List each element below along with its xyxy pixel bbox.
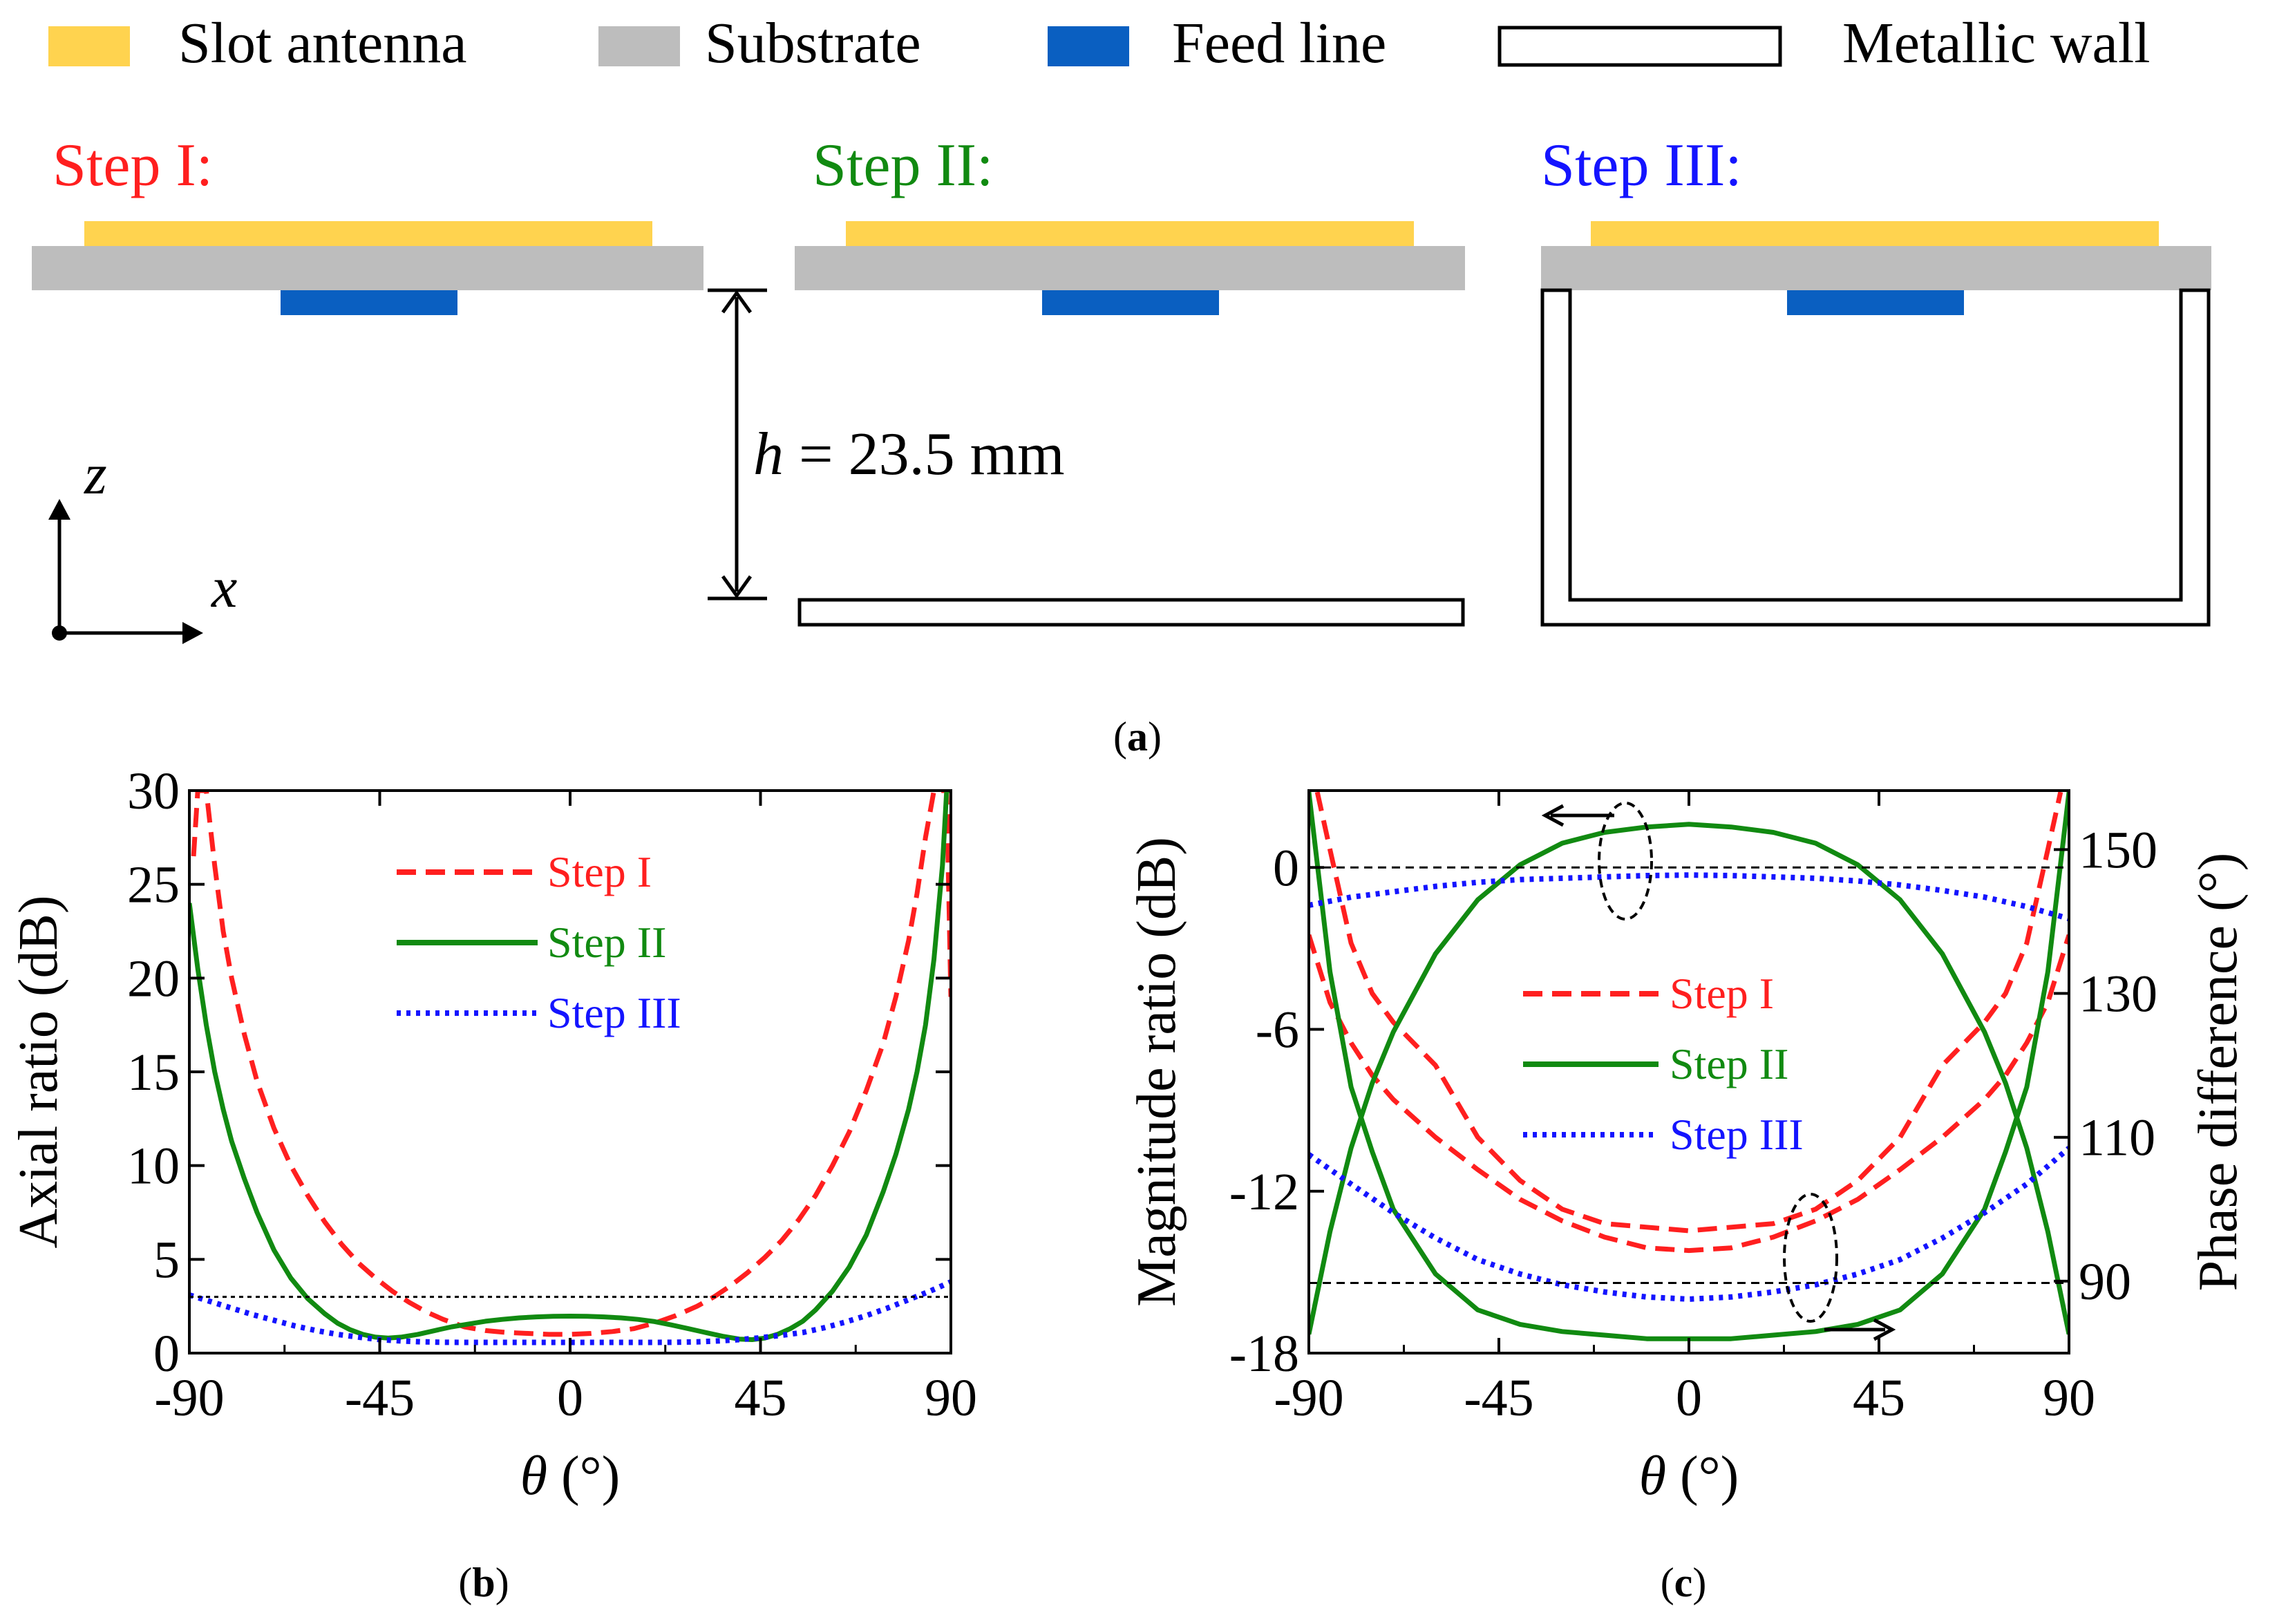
chart-c-series-step-iii-left	[1309, 872, 2069, 922]
chart-c-y-right-tick-label: 150	[2079, 821, 2157, 879]
chart-b-x-tick-label: 45	[735, 1369, 787, 1427]
legend-label-wall: Metallic wall	[1842, 11, 2151, 75]
chart-b-y-tick-label: 30	[127, 762, 180, 820]
step3-feed-line	[1787, 290, 1964, 315]
step2-substrate	[795, 246, 1465, 290]
chart-c-ticks: -90 -45 0 45 90 -18 -12 -6 0 90 110 130 150	[1229, 791, 2157, 1427]
chart-b-series-step-iii	[189, 1279, 951, 1346]
chart-c-series-step-i-right	[1314, 791, 2063, 1234]
chart-c-legend-label-step1: Step I	[1670, 969, 1774, 1018]
chart-b-legend-label-step3: Step III	[547, 988, 681, 1037]
chart-c-legend-label-step3: Step III	[1670, 1110, 1804, 1159]
chart-b-x-tick-label: -45	[345, 1369, 415, 1427]
chart-b-series-step-ii	[189, 791, 951, 1342]
caption-c: (c)	[1661, 1560, 1707, 1605]
chart-c-x-tick-label: 0	[1676, 1369, 1702, 1427]
chart-b-x-tick-label: -90	[154, 1369, 224, 1427]
chart-b-legend-label-step2: Step II	[547, 918, 666, 967]
step3-structure	[1540, 221, 2211, 627]
chart-c-reference-lines	[1309, 866, 2069, 1284]
chart-c-x-tick-label: 45	[1853, 1369, 1905, 1427]
chart-c-y-tick-label: -12	[1229, 1163, 1299, 1221]
chart-b-y-tick-label: 20	[127, 950, 180, 1008]
legend-swatch-feed	[1048, 26, 1129, 66]
caption-b: (b)	[458, 1560, 509, 1605]
chart-b-x-tick-label: 90	[925, 1369, 977, 1427]
chart-c-x-tick-label: -45	[1464, 1369, 1533, 1427]
chart-c-legend-label-step2: Step II	[1670, 1039, 1788, 1088]
step3-metallic-wall	[1540, 288, 2211, 627]
chart-c-y-tick-label: 0	[1273, 839, 1299, 897]
step1-slot-antenna	[84, 221, 652, 247]
right-axis-ellipse-icon	[1783, 1193, 1838, 1323]
step2-ground-plate	[797, 598, 1465, 627]
axis-z-label: z	[84, 442, 107, 507]
chart-c-left-axis-annotation	[1541, 802, 1653, 920]
chart-b-y-tick-label: 15	[127, 1044, 180, 1102]
caption-a: (a)	[1113, 714, 1162, 759]
chart-c-right-axis-annotation	[1783, 1193, 1896, 1341]
chart-c: -90 -45 0 45 90 -18 -12 -6 0 90 110 130 150 Magnitud…	[1126, 789, 2249, 1507]
chart-b: -90 -45 0 45 90 0 5 10 15 20 25 30 Axial ratio (dB)…	[8, 762, 977, 1507]
legend-label-feed: Feed line	[1172, 11, 1386, 75]
chart-b-x-label: θ (°)	[520, 1446, 621, 1507]
chart-b-series-step-i	[191, 791, 951, 1337]
chart-b-y-tick-label: 5	[153, 1231, 180, 1289]
step1-substrate	[32, 246, 703, 290]
chart-c-series-step-ii-left	[1309, 822, 2069, 1335]
legend-swatch-wall	[1497, 26, 1782, 67]
legend-label-slot: Slot antenna	[178, 11, 467, 75]
step1-feed-line	[281, 290, 457, 315]
chart-c-y-right-tick-label: 90	[2079, 1253, 2131, 1311]
left-arrow-icon	[1541, 804, 1565, 827]
chart-c-series-step-i-left	[1309, 934, 2069, 1254]
chart-c-series	[1309, 791, 2069, 1341]
step2-slot-antenna	[846, 221, 1414, 247]
axis-x-label: x	[210, 556, 237, 620]
chart-b-y-tick-label: 25	[127, 856, 180, 914]
legend-label-substrate: Substrate	[705, 11, 921, 75]
chart-b-legend: Step I Step II Step III	[397, 847, 681, 1037]
height-label: h = 23.5 mm	[753, 421, 1065, 488]
step3-title: Step III:	[1541, 132, 1742, 199]
step1-title: Step I:	[53, 132, 213, 199]
chart-c-x-tick-label: 90	[2043, 1369, 2095, 1427]
top-legend: Slot antenna Substrate Feed line Metalli…	[48, 11, 2151, 75]
chart-c-x-tick-label: -90	[1274, 1369, 1343, 1427]
chart-c-legend: Step I Step II Step III	[1523, 969, 1804, 1159]
chart-b-y-tick-label: 10	[127, 1137, 180, 1196]
chart-c-y-right-tick-label: 110	[2079, 1109, 2155, 1167]
chart-c-y-tick-label: -6	[1256, 1001, 1299, 1059]
chart-c-y-label-right: Phase difference (°)	[2188, 853, 2249, 1292]
legend-swatch-slot	[48, 26, 130, 66]
step1-structure	[32, 221, 703, 315]
chart-c-y-right-tick-label: 130	[2079, 965, 2157, 1023]
chart-c-y-tick-label: -18	[1229, 1325, 1299, 1383]
chart-b-x-tick-label: 0	[557, 1369, 583, 1427]
chart-b-y-label: Axial ratio (dB)	[8, 896, 69, 1249]
chart-c-x-label: θ (°)	[1639, 1446, 1739, 1507]
step3-substrate	[1541, 246, 2211, 290]
chart-b-y-tick-label: 0	[153, 1325, 180, 1383]
chart-c-y-label-left: Magnitude ratio (dB)	[1126, 837, 1187, 1307]
legend-swatch-substrate	[598, 26, 680, 66]
chart-b-series	[189, 791, 951, 1346]
chart-c-series-step-iii-right	[1309, 1146, 2069, 1302]
right-arrow-icon	[1873, 1318, 1896, 1341]
left-axis-ellipse-icon	[1598, 802, 1653, 920]
chart-b-ticks: -90 -45 0 45 90 0 5 10 15 20 25 30	[127, 762, 977, 1427]
step2-title: Step II:	[813, 132, 994, 199]
step3-slot-antenna	[1591, 221, 2159, 247]
step2-feed-line	[1042, 290, 1219, 315]
coordinate-axes: z x	[48, 442, 237, 644]
height-dimension	[708, 288, 767, 601]
step2-structure	[795, 221, 1465, 627]
chart-b-legend-label-step1: Step I	[547, 847, 652, 896]
